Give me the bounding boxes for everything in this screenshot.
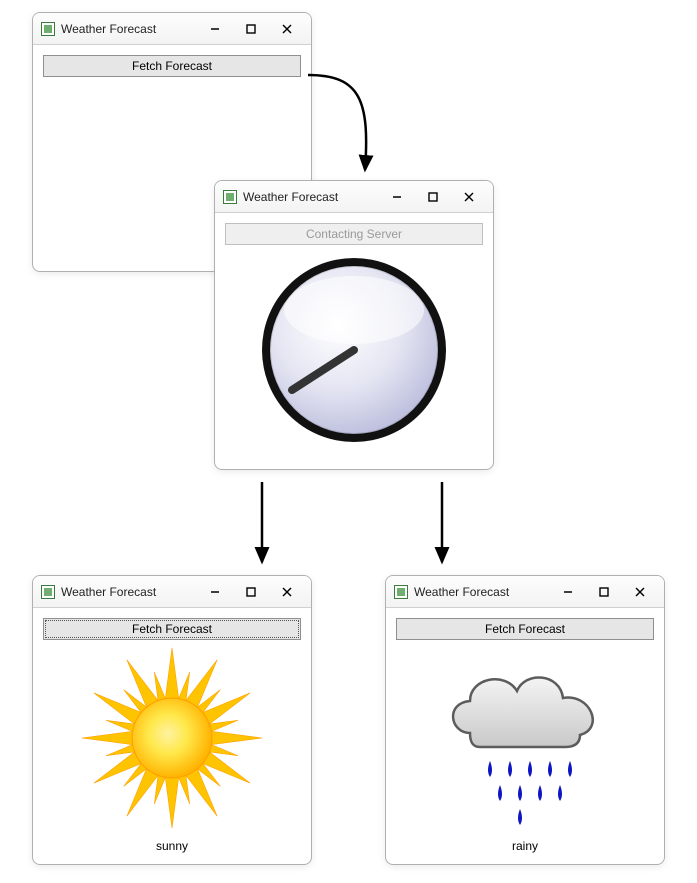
maximize-button[interactable] [586, 580, 622, 604]
button-label: Fetch Forecast [132, 622, 212, 636]
maximize-button[interactable] [233, 580, 269, 604]
close-button[interactable] [269, 17, 305, 41]
minimize-button[interactable] [550, 580, 586, 604]
button-label: Contacting Server [306, 227, 402, 241]
window-loading: Weather Forecast Contacting Server [214, 180, 494, 470]
app-icon [41, 585, 55, 599]
close-button[interactable] [269, 580, 305, 604]
window-rainy: Weather Forecast Fetch Forecast [385, 575, 665, 865]
close-button[interactable] [622, 580, 658, 604]
fetch-forecast-button[interactable]: Fetch Forecast [396, 618, 654, 640]
forecast-caption: sunny [43, 839, 301, 853]
button-label: Fetch Forecast [132, 59, 212, 73]
button-label: Fetch Forecast [485, 622, 565, 636]
window-title: Weather Forecast [414, 585, 509, 599]
fetch-forecast-button: Contacting Server [225, 223, 483, 245]
app-icon [223, 190, 237, 204]
fetch-forecast-button[interactable]: Fetch Forecast [43, 55, 301, 77]
arrow-loading-to-sunny [250, 478, 280, 570]
titlebar: Weather Forecast [386, 576, 664, 608]
window-title: Weather Forecast [61, 585, 156, 599]
app-icon [41, 22, 55, 36]
titlebar: Weather Forecast [33, 13, 311, 45]
minimize-button[interactable] [197, 580, 233, 604]
arrow-loading-to-rainy [430, 478, 460, 570]
titlebar: Weather Forecast [33, 576, 311, 608]
rain-cloud-icon [425, 643, 625, 833]
close-button[interactable] [451, 185, 487, 209]
app-icon [394, 585, 408, 599]
window-title: Weather Forecast [243, 190, 338, 204]
maximize-button[interactable] [415, 185, 451, 209]
fetch-forecast-button[interactable]: Fetch Forecast [43, 618, 301, 640]
forecast-caption: rainy [396, 839, 654, 853]
spinner-icon [254, 250, 454, 450]
arrow-initial-to-loading [300, 60, 400, 190]
minimize-button[interactable] [197, 17, 233, 41]
window-title: Weather Forecast [61, 22, 156, 36]
sun-icon [77, 643, 267, 833]
window-sunny: Weather Forecast Fetch Forecast [32, 575, 312, 865]
maximize-button[interactable] [233, 17, 269, 41]
